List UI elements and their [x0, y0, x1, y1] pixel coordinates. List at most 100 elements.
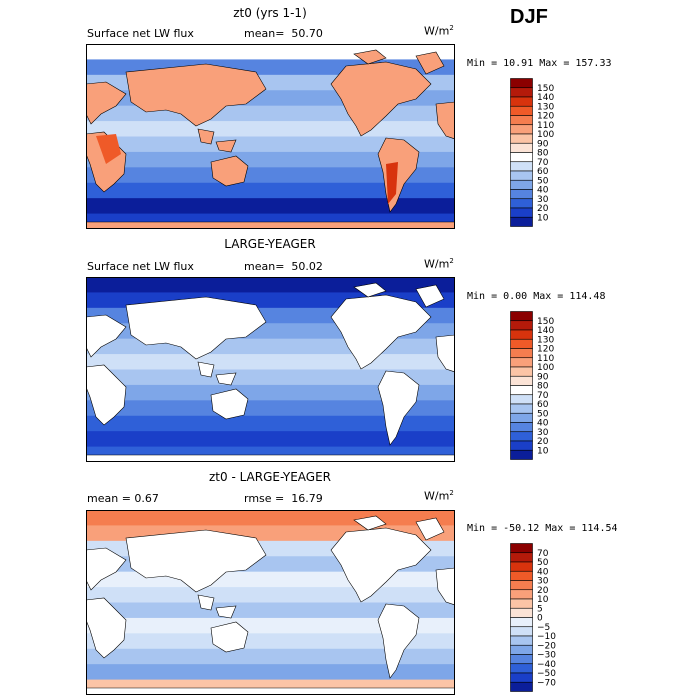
panel-3-title: zt0 - LARGE-YEAGER — [208, 470, 332, 484]
field-band — [86, 136, 455, 153]
field-band — [86, 121, 455, 137]
colorbar-swatch — [510, 87, 533, 98]
colorbar-tick-label: 50 — [537, 176, 549, 186]
colorbar-swatch — [510, 348, 533, 359]
panel-3-map — [86, 510, 455, 695]
colorbar-swatch — [510, 142, 533, 153]
panel-3-minmax: Min = -50.12 Max = 114.54 — [467, 523, 618, 534]
colorbar-tick-label: 5 — [537, 604, 543, 614]
field-band — [86, 354, 455, 370]
field-band — [86, 198, 455, 215]
colorbar-tick-label: 20 — [537, 437, 549, 447]
coastline — [330, 527, 432, 603]
colorbar-tick-label: 50 — [537, 409, 549, 419]
panel-2-map — [86, 277, 455, 462]
hot-spot — [96, 134, 121, 164]
colorbar-swatch — [510, 375, 533, 386]
colorbar-swatch — [510, 78, 533, 89]
panel-1-minmax: Min = 10.91 Max = 157.33 — [467, 58, 612, 69]
colorbar-swatch — [510, 449, 533, 460]
colorbar-swatch — [510, 543, 533, 554]
colorbar-tick-label: 100 — [537, 363, 554, 373]
colorbar-tick-label: −70 — [537, 678, 556, 688]
panel-3-units: W/m2 — [424, 489, 454, 503]
panel-1-stat-label: mean= — [244, 27, 285, 40]
coastline — [330, 61, 432, 137]
coastline — [353, 49, 445, 75]
colorbar-swatch — [510, 607, 533, 618]
colorbar-swatch — [510, 681, 533, 692]
colorbar-tick-label: 70 — [537, 158, 549, 168]
colorbar-tick-label: 70 — [537, 391, 549, 401]
coastline — [125, 529, 267, 593]
colorbar-swatch — [510, 422, 533, 433]
colorbar-swatch — [510, 189, 533, 200]
colorbar-tick-label: 60 — [537, 167, 549, 177]
hot-spot — [386, 162, 398, 204]
colorbar-tick-label: 10 — [537, 213, 549, 223]
colorbar-tick-label: −10 — [537, 632, 556, 642]
colorbar-tick-label: 60 — [537, 400, 549, 410]
field-band — [86, 415, 455, 432]
coastline — [330, 294, 432, 370]
colorbar-swatch — [510, 366, 533, 377]
colorbar-swatch — [510, 394, 533, 405]
map-frame — [86, 510, 455, 695]
colorbar-swatch — [510, 561, 533, 572]
colorbar-tick-label: 90 — [537, 372, 549, 382]
coastline — [210, 155, 249, 187]
colorbar-tick-label: 150 — [537, 84, 554, 94]
colorbar-tick-label: 120 — [537, 345, 554, 355]
colorbar-tick-label: −50 — [537, 669, 556, 679]
field-band — [86, 182, 455, 199]
colorbar-tick-label: 150 — [537, 317, 554, 327]
coastline — [86, 597, 127, 659]
colorbar-tick-label: 130 — [537, 102, 554, 112]
coastline — [197, 594, 237, 619]
colorbar-tick-label: 140 — [537, 93, 554, 103]
colorbar-tick-label: 10 — [537, 446, 549, 456]
panel-1-field-label: Surface net LW flux — [87, 27, 194, 40]
coastline — [377, 603, 420, 679]
colorbar-swatch — [510, 96, 533, 107]
colorbar-swatch — [510, 207, 533, 218]
colorbar-swatch — [510, 115, 533, 126]
map-frame — [86, 277, 455, 462]
coastline — [86, 221, 455, 229]
coastline — [377, 370, 420, 446]
colorbar-swatch — [510, 133, 533, 144]
colorbar-swatch — [510, 654, 533, 665]
colorbar-tick-label: 90 — [537, 139, 549, 149]
panel-1-stat-value: 50.70 — [291, 27, 323, 40]
colorbar-tick-label: 130 — [537, 335, 554, 345]
map-frame — [86, 44, 455, 229]
colorbar-swatch — [510, 179, 533, 190]
colorbar-swatch — [510, 161, 533, 172]
colorbar-swatch — [510, 198, 533, 209]
field-band — [86, 369, 455, 386]
colorbar-swatch — [510, 216, 533, 227]
colorbar-swatch — [510, 329, 533, 340]
field-band — [86, 431, 455, 448]
colorbar-swatch — [510, 598, 533, 609]
colorbar-swatch — [510, 663, 533, 674]
panel-3-stat-value: 16.79 — [291, 492, 323, 505]
field-band — [86, 400, 455, 417]
coastline — [210, 621, 249, 653]
colorbar-swatch — [510, 431, 533, 442]
colorbar-swatch — [510, 412, 533, 423]
field-band — [86, 648, 455, 665]
colorbar-swatch — [510, 357, 533, 368]
field-band — [86, 633, 455, 650]
coastline — [197, 128, 237, 153]
colorbar-swatch — [510, 124, 533, 135]
panel-2-field-label: Surface net LW flux — [87, 260, 194, 273]
panel-2-minmax: Min = 0.00 Max = 114.48 — [467, 291, 606, 302]
colorbar-tick-label: 30 — [537, 428, 549, 438]
colorbar-swatch — [510, 589, 533, 600]
field-band — [86, 44, 455, 60]
colorbar-tick-label: 0 — [537, 614, 543, 624]
colorbar-tick-label: 10 — [537, 595, 549, 605]
